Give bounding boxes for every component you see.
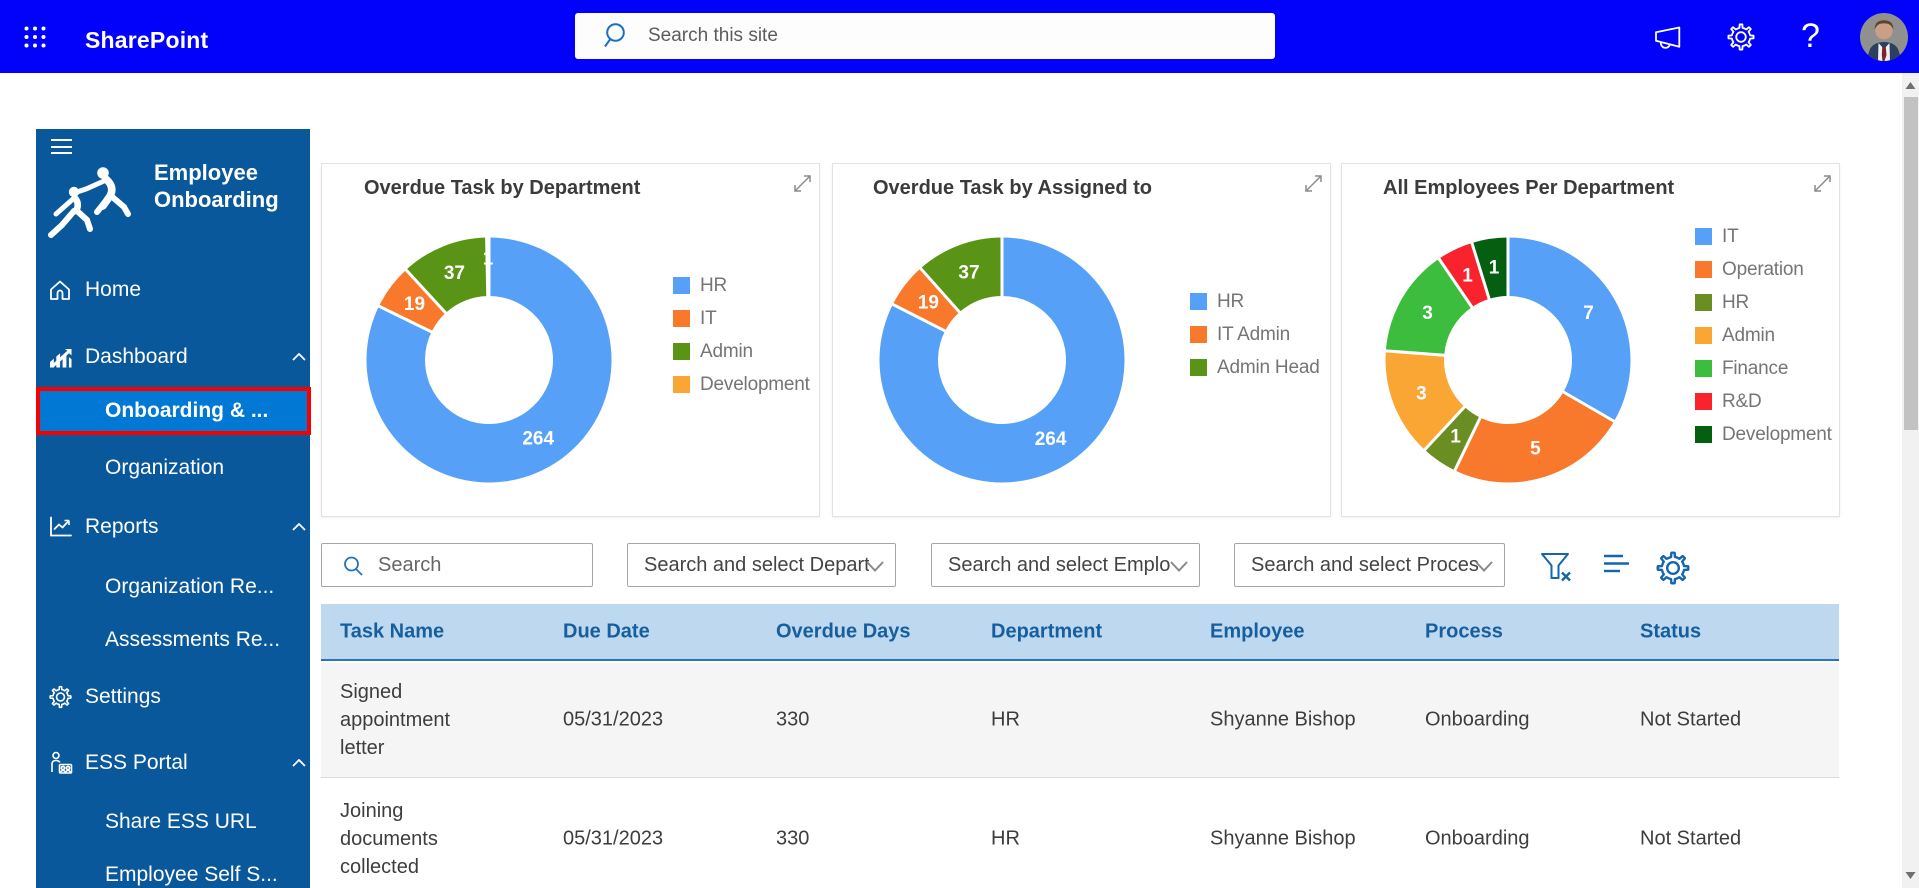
svg-text:264: 264	[1034, 429, 1066, 450]
svg-text:1: 1	[1462, 266, 1473, 287]
svg-text:1: 1	[482, 249, 493, 270]
svg-text:3: 3	[1416, 384, 1427, 405]
svg-text:37: 37	[443, 263, 464, 284]
svg-text:19: 19	[403, 294, 424, 315]
svg-text:3: 3	[1422, 303, 1433, 324]
svg-text:5: 5	[1530, 438, 1541, 459]
svg-text:19: 19	[917, 293, 938, 314]
svg-text:1: 1	[1488, 258, 1499, 279]
svg-text:7: 7	[1583, 303, 1594, 324]
svg-text:37: 37	[958, 263, 979, 284]
svg-text:1: 1	[1450, 426, 1461, 447]
svg-text:264: 264	[522, 428, 554, 449]
